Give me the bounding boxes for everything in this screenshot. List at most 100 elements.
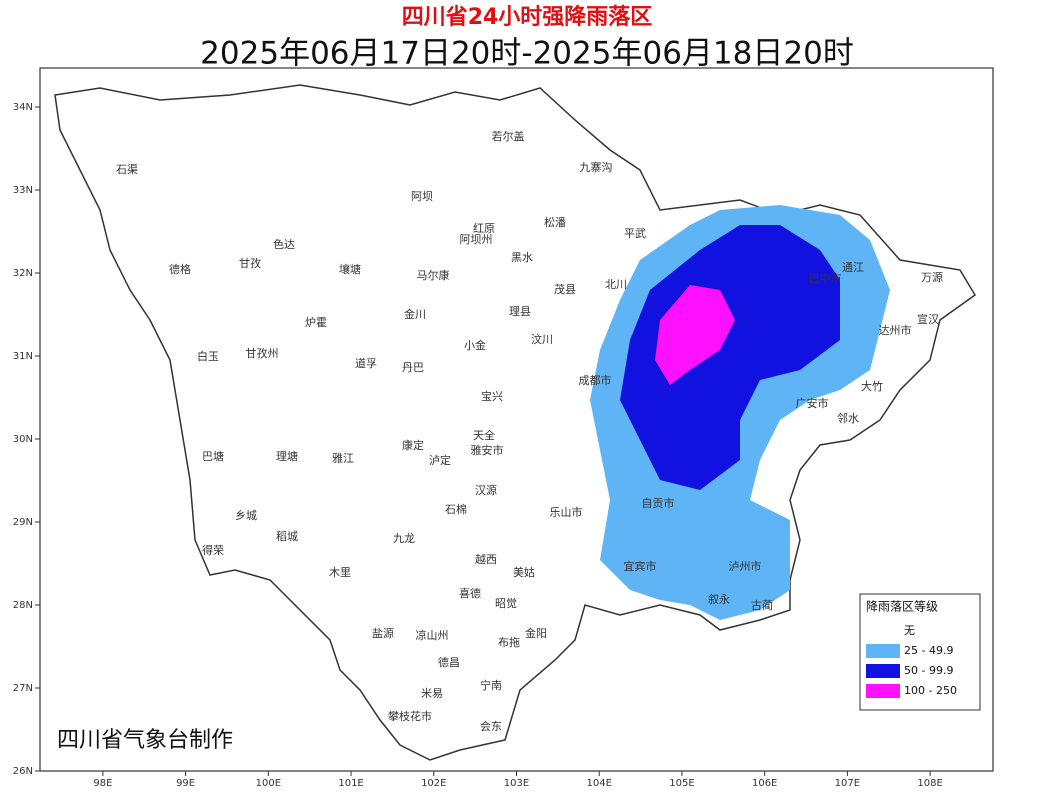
legend-swatch xyxy=(866,644,900,658)
place-label: 越西 xyxy=(475,552,497,566)
place-label: 北川 xyxy=(605,278,627,291)
place-label: 丹巴 xyxy=(402,361,424,374)
place-label: 壤塘 xyxy=(339,262,361,276)
place-label: 巴塘 xyxy=(202,449,224,463)
lat-tick-label: 33N xyxy=(13,185,33,196)
place-label: 宁南 xyxy=(480,678,502,692)
place-label: 达州市 xyxy=(879,323,912,337)
place-label: 理县 xyxy=(509,305,531,318)
place-label: 稻城 xyxy=(276,530,298,543)
place-label: 天全 xyxy=(473,428,495,442)
lon-tick-label: 101E xyxy=(338,778,363,789)
place-label: 泸州市 xyxy=(729,559,762,573)
place-label: 炉霍 xyxy=(305,316,327,329)
lon-tick-label: 106E xyxy=(752,778,777,789)
lon-tick-label: 107E xyxy=(835,778,860,789)
lon-tick-label: 102E xyxy=(421,778,446,789)
legend-label: 无 xyxy=(904,624,915,637)
lat-tick-label: 32N xyxy=(13,268,33,279)
lat-tick-label: 30N xyxy=(13,434,33,445)
lon-tick-label: 103E xyxy=(504,778,529,789)
legend-swatch xyxy=(866,664,900,678)
place-label: 成都市 xyxy=(579,373,612,387)
lon-tick-label: 108E xyxy=(917,778,942,789)
place-label: 松潘 xyxy=(544,215,566,229)
place-label: 若尔盖 xyxy=(492,129,525,143)
place-label: 德昌 xyxy=(438,655,460,669)
place-label: 会东 xyxy=(480,720,502,733)
legend-label: 25 - 49.9 xyxy=(904,644,953,657)
place-label: 九龙 xyxy=(393,532,415,545)
place-label: 昭觉 xyxy=(495,597,517,610)
place-label: 木里 xyxy=(329,566,351,579)
lat-tick-label: 29N xyxy=(13,517,33,528)
place-label: 泸定 xyxy=(429,453,451,467)
place-label: 喜德 xyxy=(459,586,481,600)
rain-area xyxy=(620,225,840,490)
place-label: 宜宾市 xyxy=(624,559,657,573)
place-label: 阿坝州 xyxy=(460,232,493,246)
place-label: 乡城 xyxy=(235,509,257,522)
place-label: 宣汉 xyxy=(917,312,939,326)
place-label: 宝兴 xyxy=(481,389,503,403)
place-label: 自贡市 xyxy=(642,496,675,510)
place-label: 理塘 xyxy=(276,449,298,463)
place-label: 凉山州 xyxy=(416,628,449,642)
place-label: 黑水 xyxy=(511,251,533,264)
place-label: 万源 xyxy=(921,270,943,284)
lat-tick-label: 31N xyxy=(13,351,33,362)
lat-tick-label: 27N xyxy=(13,683,33,694)
legend-swatch xyxy=(866,624,900,638)
place-label: 古蔺 xyxy=(751,599,773,612)
place-label: 布拖 xyxy=(498,635,520,649)
legend-label: 100 - 250 xyxy=(904,684,957,697)
place-label: 茂县 xyxy=(554,282,576,296)
place-label: 汉源 xyxy=(475,483,497,497)
place-label: 九寨沟 xyxy=(580,160,613,174)
place-label: 乐山市 xyxy=(550,505,583,519)
place-label: 广安市 xyxy=(796,396,829,410)
place-label: 平武 xyxy=(624,227,646,240)
place-label: 通江 xyxy=(842,261,864,274)
place-label: 石棉 xyxy=(445,502,467,516)
lat-tick-label: 26N xyxy=(13,766,33,777)
place-label: 石渠 xyxy=(116,163,138,176)
place-label: 小金 xyxy=(464,338,486,352)
place-label: 道孚 xyxy=(355,356,377,370)
place-label: 金川 xyxy=(404,307,426,321)
legend-label: 50 - 99.9 xyxy=(904,664,953,677)
place-label: 白玉 xyxy=(197,349,219,363)
place-label: 美姑 xyxy=(513,566,535,579)
lat-tick-label: 28N xyxy=(13,600,33,611)
lat-tick-label: 34N xyxy=(13,102,33,113)
place-label: 大竹 xyxy=(861,379,883,393)
place-label: 得荣 xyxy=(202,544,224,557)
place-label: 盐源 xyxy=(372,626,394,640)
place-label: 阿坝 xyxy=(411,189,433,203)
lon-tick-label: 104E xyxy=(587,778,612,789)
place-label: 巴中市 xyxy=(809,271,842,285)
place-label: 雅安市 xyxy=(471,443,504,457)
title: 四川省24小时强降雨落区 xyxy=(402,5,653,30)
place-label: 甘孜州 xyxy=(246,346,279,360)
subtitle: 2025年06月17日20时-2025年06月18日20时 xyxy=(200,36,854,72)
lon-tick-label: 105E xyxy=(669,778,694,789)
place-label: 马尔康 xyxy=(417,268,450,282)
place-label: 邻水 xyxy=(837,412,859,425)
place-label: 汶川 xyxy=(531,332,553,346)
rain-area xyxy=(655,285,735,385)
lon-tick-label: 98E xyxy=(93,778,112,789)
place-label: 红原 xyxy=(473,222,495,235)
place-label: 金阳 xyxy=(525,626,547,640)
credit: 四川省气象台制作 xyxy=(57,728,233,753)
place-label: 攀枝花市 xyxy=(388,709,432,723)
place-label: 甘孜 xyxy=(239,256,261,270)
place-label: 康定 xyxy=(402,438,424,452)
place-label: 色达 xyxy=(273,237,295,251)
place-label: 德格 xyxy=(169,262,191,276)
lon-tick-label: 99E xyxy=(176,778,195,789)
legend-swatch xyxy=(866,684,900,698)
place-label: 叙永 xyxy=(708,592,730,606)
legend-title: 降雨落区等级 xyxy=(866,600,938,614)
